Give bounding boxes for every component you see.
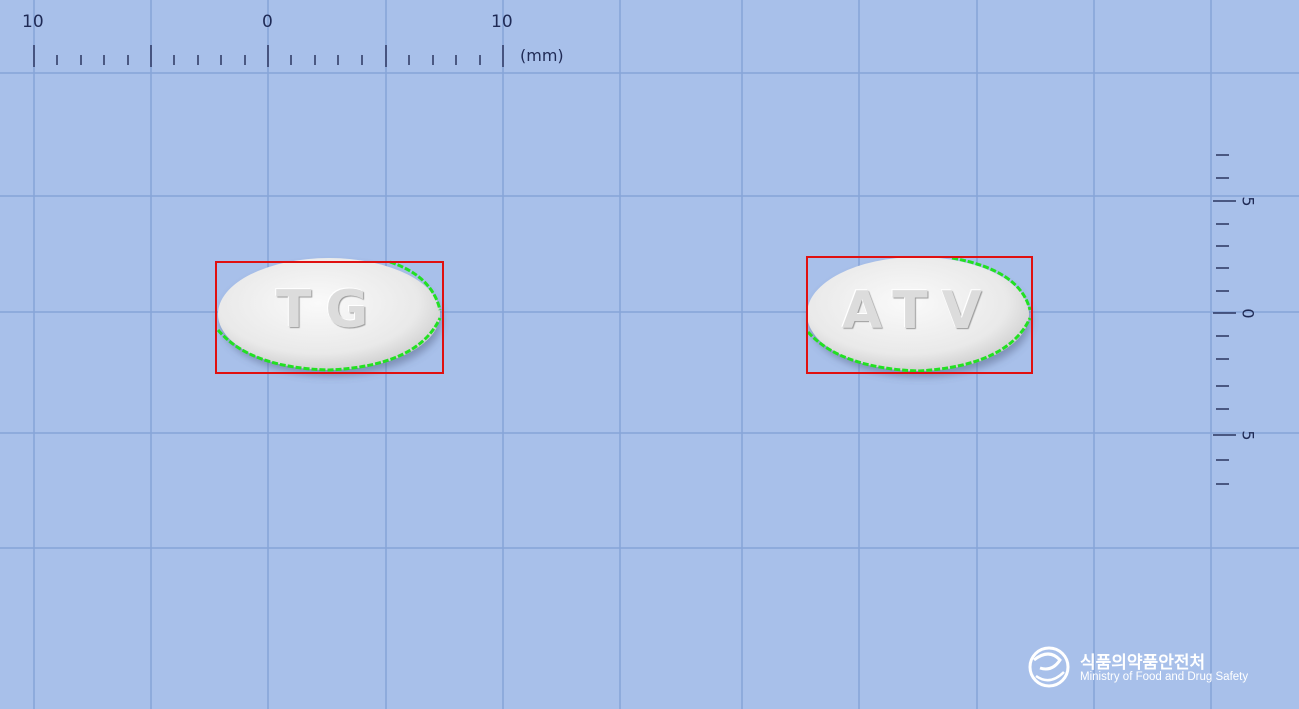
pill-right-imprint: ATV bbox=[842, 281, 996, 341]
top-ruler-label-left: 10 bbox=[22, 12, 44, 32]
logo-english-text: Ministry of Food and Drug Safety bbox=[1080, 671, 1249, 683]
side-ruler-label-bottom: 5 bbox=[1238, 430, 1258, 441]
pill-left bbox=[215, 258, 444, 374]
side-ruler-label-top: 5 bbox=[1238, 196, 1258, 207]
side-ruler-ticks bbox=[1213, 154, 1236, 485]
logo-korean-text: 식품의약품안전처 bbox=[1080, 653, 1206, 673]
ruler-unit-label: (mm) bbox=[520, 46, 564, 65]
side-ruler-label-zero: 0 bbox=[1238, 308, 1258, 319]
top-ruler-label-zero: 0 bbox=[262, 12, 273, 32]
ministry-emblem-icon bbox=[1028, 646, 1070, 688]
pill-left-imprint: TG bbox=[276, 280, 383, 340]
top-ruler-ticks bbox=[33, 45, 504, 67]
pill-right bbox=[806, 256, 1033, 374]
top-ruler-label-right: 10 bbox=[491, 12, 513, 32]
